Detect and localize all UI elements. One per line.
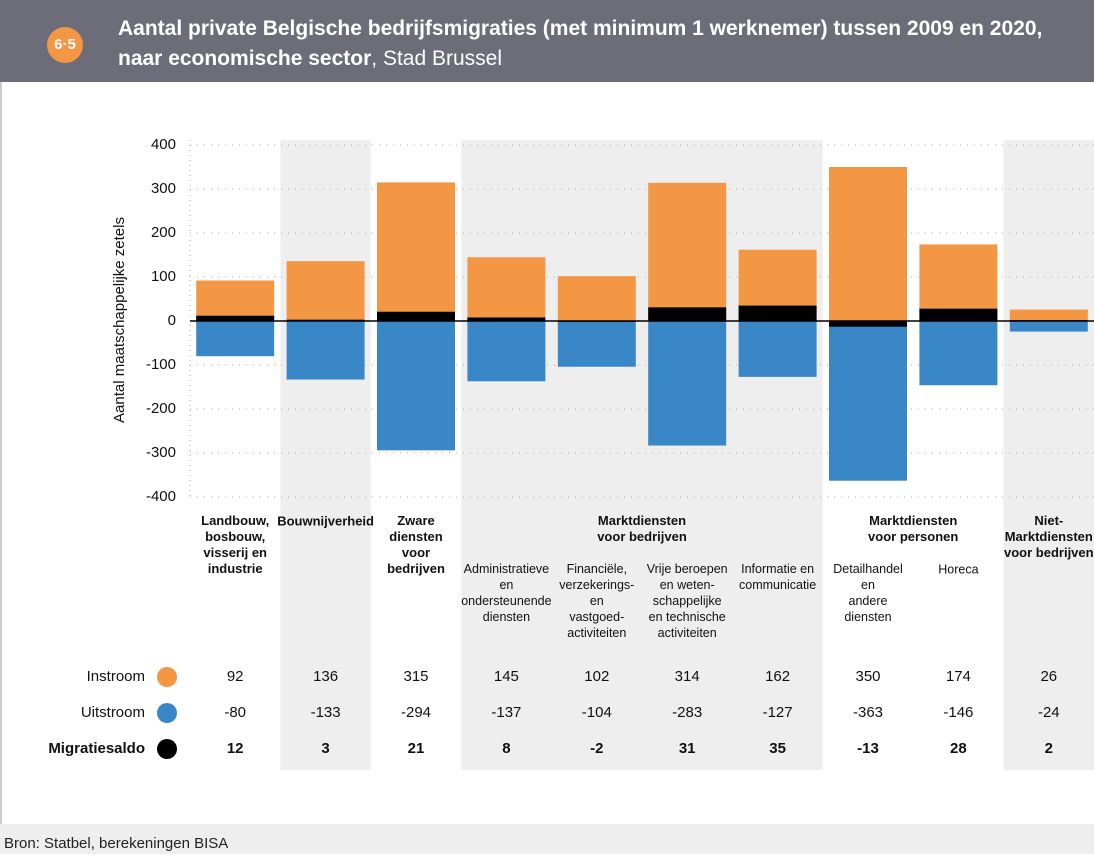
footer: Bron: Statbel, berekeningen BISA xyxy=(0,824,1094,854)
table-value: -133 xyxy=(311,704,341,721)
legend-marker xyxy=(157,667,177,687)
y-tick-label: 300 xyxy=(151,180,176,197)
group-band xyxy=(461,140,823,770)
table-value: -13 xyxy=(857,740,879,757)
table-value: 102 xyxy=(584,668,609,685)
table-value: -283 xyxy=(672,704,702,721)
table-value: -104 xyxy=(582,704,612,721)
table-value: 162 xyxy=(765,668,790,685)
y-tick-label: -200 xyxy=(146,400,176,417)
x-tick-label: Informatie en communicatie xyxy=(739,562,816,592)
group-band xyxy=(280,140,371,770)
bar xyxy=(919,321,998,386)
table-value: 92 xyxy=(227,668,244,685)
table-value: 315 xyxy=(403,668,428,685)
bar xyxy=(467,257,546,321)
bar xyxy=(1009,321,1088,332)
group-label: Niet-Marktdiensten voor bedrijven xyxy=(1004,513,1094,560)
bar xyxy=(286,261,365,321)
bar xyxy=(467,321,546,382)
table-value: -137 xyxy=(491,704,521,721)
table-value: -146 xyxy=(943,704,973,721)
y-tick-label: -400 xyxy=(146,488,176,505)
legend-label: Uitstroom xyxy=(81,704,145,721)
badge: 6·5 xyxy=(47,27,83,63)
table-value: -2 xyxy=(590,740,603,757)
bar xyxy=(738,305,817,321)
table-value: 2 xyxy=(1045,740,1053,757)
table-value: 350 xyxy=(855,668,880,685)
table-value: 314 xyxy=(675,668,700,685)
table-value: 174 xyxy=(946,668,971,685)
chart: Aantal maatschappelijke zetels -400 -300 -… xyxy=(0,82,1094,824)
bar xyxy=(919,244,998,321)
bar xyxy=(557,321,636,367)
group-label: Marktdiensten voor bedrijven xyxy=(597,513,687,544)
x-tick-label: Detailhandel en andere diensten xyxy=(833,562,903,624)
table-value: -294 xyxy=(401,704,431,721)
table-value: 35 xyxy=(769,740,786,757)
bar xyxy=(557,276,636,321)
table-value: 8 xyxy=(502,740,510,757)
bar xyxy=(648,321,727,446)
group-band xyxy=(1003,140,1094,770)
table-value: 28 xyxy=(950,740,967,757)
bar xyxy=(196,321,275,357)
table-value: 26 xyxy=(1040,668,1057,685)
group-label: Landbouw, bosbouw, visserij en industrie xyxy=(201,513,269,576)
bar xyxy=(377,311,455,321)
table-value: 12 xyxy=(227,740,244,757)
bar xyxy=(196,280,275,321)
bar xyxy=(377,182,455,321)
legend-marker xyxy=(157,739,177,759)
group-label: Zware diensten voor bedrijven xyxy=(387,513,445,576)
table-value: 31 xyxy=(679,740,696,757)
y-tick-label: 200 xyxy=(151,224,176,241)
bar xyxy=(467,317,546,321)
x-tick-label: Administratieve en ondersteunende diensten xyxy=(461,562,551,624)
bar xyxy=(1009,309,1088,321)
legend-marker xyxy=(157,703,177,723)
header: 6·5 Aantal private Belgische bedrijfsmig… xyxy=(0,0,1094,82)
y-axis-label: Aantal maatschappelijke zetels xyxy=(111,217,128,423)
y-tick-label: -100 xyxy=(146,356,176,373)
title: Aantal private Belgische bedrijfsmigrati… xyxy=(118,17,1043,70)
legend-label: Instroom xyxy=(87,668,145,685)
subtitle: , Stad Brussel xyxy=(371,47,503,70)
bar xyxy=(829,321,907,481)
table-value: 3 xyxy=(321,740,329,757)
y-tick-label: 400 xyxy=(151,136,176,153)
table-value: -80 xyxy=(224,704,246,721)
group-label: Marktdiensten voor personen xyxy=(868,513,958,544)
title-block: Aantal private Belgische bedrijfsmigrati… xyxy=(118,14,1090,74)
table-value: -127 xyxy=(763,704,793,721)
bar xyxy=(919,308,998,321)
x-tick-label: Horeca xyxy=(938,562,978,576)
y-tick-label: 100 xyxy=(151,268,176,285)
y-tick-label: 0 xyxy=(168,312,176,329)
bar xyxy=(648,307,727,321)
x-tick-label: Financiële, verzekerings-en vastgoed-activ… xyxy=(559,562,634,640)
table-value: 21 xyxy=(408,740,425,757)
table-value: 136 xyxy=(313,668,338,685)
bar xyxy=(286,321,365,380)
table-value: 145 xyxy=(494,668,519,685)
legend-label: Migratiesaldo xyxy=(48,740,145,757)
bar xyxy=(829,167,907,321)
table-value: -363 xyxy=(853,704,883,721)
table-value: -24 xyxy=(1038,704,1060,721)
bar xyxy=(738,321,817,377)
bar xyxy=(648,182,727,321)
x-tick-label: Vrije beroepen en weten-schappelijke en te… xyxy=(647,562,728,640)
bar xyxy=(829,321,907,327)
bar xyxy=(377,321,455,451)
y-tick-label: -300 xyxy=(146,444,176,461)
bar xyxy=(196,315,275,321)
group-label: Bouwnijverheid xyxy=(277,513,374,528)
